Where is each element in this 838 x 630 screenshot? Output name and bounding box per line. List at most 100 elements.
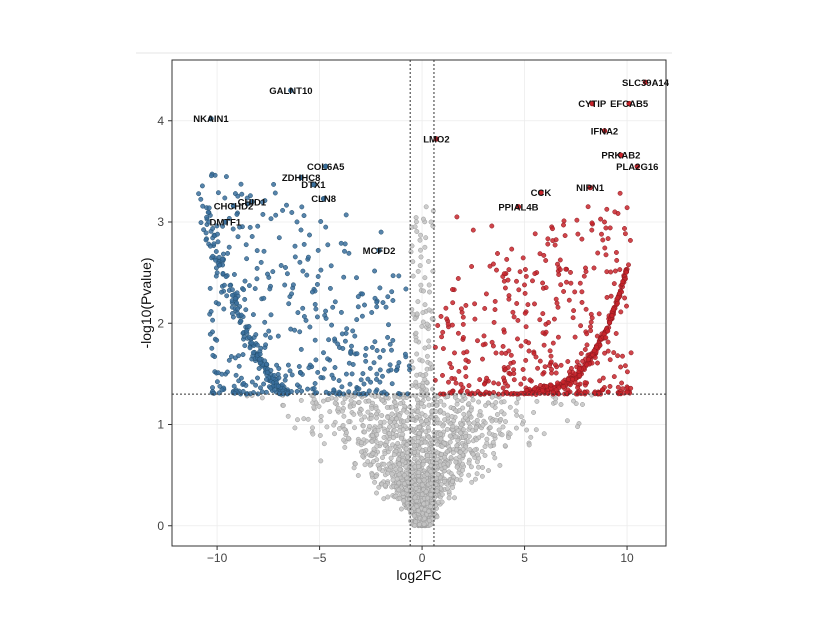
data-point [588, 319, 594, 325]
data-point [550, 340, 556, 346]
data-point [413, 219, 419, 225]
data-point [346, 419, 352, 425]
data-point [482, 306, 488, 311]
data-point [267, 286, 273, 292]
data-point [425, 425, 431, 431]
data-point [424, 353, 430, 359]
data-point [570, 315, 576, 321]
data-point [341, 274, 347, 280]
data-point [276, 366, 282, 371]
data-point [332, 431, 337, 437]
data-point [389, 416, 395, 422]
labeled-point [298, 174, 304, 181]
data-point [460, 314, 466, 320]
data-point [280, 207, 286, 213]
data-point [297, 259, 303, 265]
labeled-point [642, 79, 649, 85]
data-point [427, 289, 432, 295]
data-point [550, 226, 555, 232]
data-point [385, 334, 391, 340]
data-point [385, 294, 391, 300]
data-point [415, 409, 421, 415]
data-point [223, 274, 229, 280]
y-tick-label: 1 [157, 418, 164, 432]
data-point [412, 393, 418, 399]
data-point [484, 375, 490, 381]
data-point [208, 173, 214, 179]
data-point [603, 225, 609, 231]
data-point [380, 348, 386, 353]
data-point [434, 456, 440, 462]
data-point [370, 451, 376, 457]
data-point [481, 333, 487, 339]
data-point [622, 226, 627, 231]
data-point [414, 503, 420, 509]
gene-label: LMO2 [423, 134, 449, 145]
x-tick-label: −10 [207, 551, 228, 565]
data-point [588, 328, 594, 334]
data-point [558, 282, 564, 288]
data-point [453, 459, 459, 465]
data-point [390, 337, 396, 343]
data-point [374, 443, 380, 449]
data-point [420, 216, 426, 222]
data-point [377, 354, 383, 360]
data-point [384, 404, 390, 410]
data-point [450, 450, 456, 456]
data-point [350, 362, 356, 367]
data-point [375, 427, 381, 433]
data-point [614, 257, 620, 263]
data-point [514, 301, 520, 306]
data-point [545, 241, 551, 247]
data-point [374, 490, 379, 496]
data-point [206, 219, 212, 225]
data-point [457, 430, 463, 436]
data-point [429, 316, 435, 322]
data-point [480, 356, 485, 362]
data-point [285, 362, 291, 368]
data-point [367, 462, 373, 468]
data-point [390, 273, 396, 279]
data-point [607, 383, 613, 389]
data-point [237, 224, 243, 230]
data-point [340, 400, 346, 406]
data-point [491, 380, 497, 386]
data-point [588, 324, 593, 330]
data-point [492, 307, 498, 313]
data-point [455, 398, 461, 403]
data-point [372, 479, 378, 485]
data-point [584, 362, 590, 368]
data-point [391, 427, 397, 433]
data-point [219, 289, 224, 295]
data-point [369, 392, 375, 398]
data-point [229, 292, 235, 298]
data-point [304, 272, 310, 278]
data-point [543, 258, 549, 263]
data-point [361, 381, 367, 387]
data-point [472, 447, 478, 453]
data-point [400, 458, 406, 464]
data-point [374, 371, 380, 377]
data-point [362, 462, 368, 468]
data-point [492, 455, 498, 461]
data-point [511, 371, 517, 377]
data-point [522, 310, 528, 316]
data-point [418, 282, 424, 288]
data-point [583, 269, 589, 275]
data-point [421, 288, 426, 294]
data-point [555, 334, 561, 340]
data-point [366, 388, 372, 394]
data-point [365, 409, 371, 415]
data-point [401, 472, 407, 478]
data-point [533, 354, 539, 360]
data-point [501, 329, 507, 335]
data-point [618, 364, 624, 370]
data-point [360, 423, 366, 429]
data-point [224, 293, 230, 299]
data-point [466, 472, 472, 478]
data-point [471, 420, 477, 426]
data-point [286, 301, 292, 307]
data-point [515, 317, 521, 323]
data-point [368, 379, 374, 385]
data-point [487, 263, 493, 269]
